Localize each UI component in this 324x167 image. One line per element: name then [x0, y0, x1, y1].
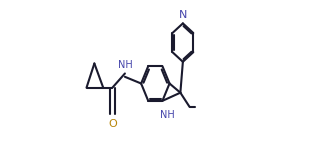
- Text: N: N: [179, 10, 187, 20]
- Text: NH: NH: [160, 110, 175, 120]
- Text: O: O: [108, 119, 117, 129]
- Text: NH: NH: [118, 60, 133, 70]
